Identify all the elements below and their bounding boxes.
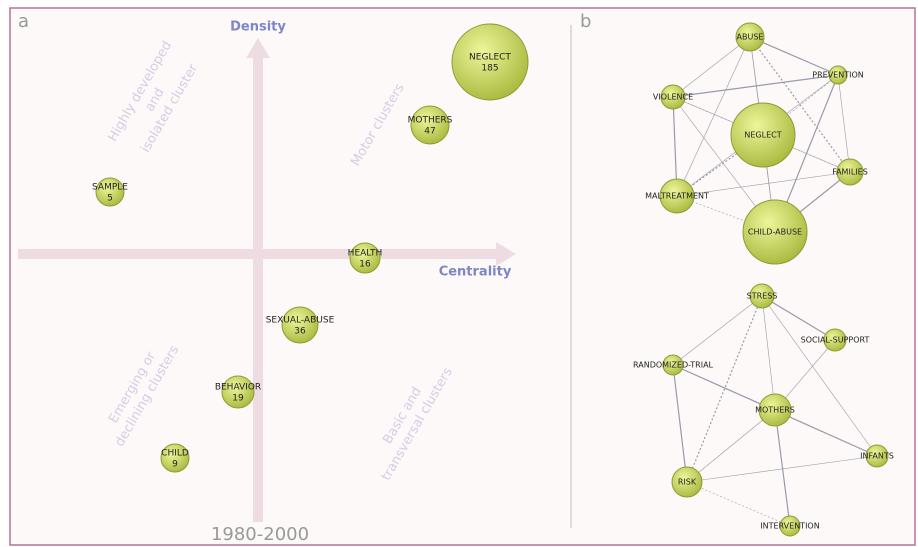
cluster-bubble (410, 105, 450, 145)
node-label: NEGLECT (744, 131, 781, 140)
cluster-name: SEXUAL-ABUSE (266, 316, 335, 326)
node-label: MOTHERS (755, 406, 795, 415)
cluster-count: 36 (294, 327, 306, 337)
network-node (758, 393, 792, 427)
cluster-name: CHILD (161, 449, 189, 459)
edge (686, 295, 763, 483)
cluster-count: 47 (424, 127, 435, 137)
node-label: PREVENTION (812, 71, 863, 80)
cluster-name: HEALTH (348, 249, 383, 259)
network-node (865, 444, 889, 468)
edge (761, 295, 878, 457)
cluster-count: 19 (232, 394, 244, 404)
cluster-count: 9 (172, 460, 178, 470)
cluster-bubble (160, 443, 190, 473)
network-node (659, 178, 695, 214)
x-axis-label: Centrality (439, 265, 512, 280)
edge (672, 364, 688, 483)
edge (761, 295, 836, 341)
cluster-name: BEHAVIOR (215, 383, 261, 393)
cluster-bubble (349, 242, 381, 274)
node-label: SOCIAL-SUPPORT (801, 336, 870, 345)
node-label: INFANTS (860, 452, 894, 461)
edge (837, 74, 851, 173)
cluster-count: 5 (107, 194, 113, 204)
period: 1980-2000 (211, 524, 309, 545)
cluster-bubble (451, 23, 529, 101)
network-node (749, 283, 775, 309)
edge (686, 409, 776, 483)
edge (686, 481, 791, 527)
edge (676, 36, 751, 197)
edge (686, 455, 878, 483)
node-label: STRESS (747, 292, 778, 301)
network-node (823, 328, 847, 352)
network-node (742, 199, 808, 265)
panel-label: a (18, 11, 29, 32)
cluster-name: NEGLECT (469, 53, 511, 63)
edge (761, 295, 776, 411)
network-node (660, 84, 686, 110)
network-node (828, 65, 848, 85)
cluster-name: SAMPLE (92, 183, 128, 193)
panel-label: b (580, 11, 591, 32)
network-node (671, 466, 703, 498)
edge (749, 36, 839, 76)
network-node (730, 102, 796, 168)
edge (774, 409, 791, 527)
node-label: INTERVENTION (760, 522, 819, 531)
network-node (735, 22, 765, 52)
edge (672, 295, 763, 366)
edge (672, 36, 751, 98)
axes (18, 38, 516, 522)
cluster-bubble (221, 375, 255, 409)
network-node (779, 515, 801, 537)
node-label: CHILD-ABUSE (748, 228, 802, 237)
node-label: RISK (678, 478, 697, 487)
cluster-count: 185 (481, 64, 498, 74)
node-label: ABUSE (737, 33, 764, 42)
cluster-bubble (281, 306, 319, 344)
edge (672, 74, 839, 98)
y-axis-label: Density (230, 20, 286, 35)
cluster-bubble (95, 177, 125, 207)
cluster-name: MOTHERS (408, 116, 453, 126)
node-label: RANDOMIZED-TRIAL (633, 361, 714, 370)
node-label: VIOLENCE (653, 93, 693, 102)
node-label: FAMILIES (832, 168, 868, 177)
edge (749, 36, 851, 173)
network-node (662, 354, 684, 376)
node-label: MALTREATMENT (645, 192, 709, 201)
edge (676, 171, 851, 197)
cluster-count: 16 (359, 260, 371, 270)
network-node (836, 158, 864, 186)
